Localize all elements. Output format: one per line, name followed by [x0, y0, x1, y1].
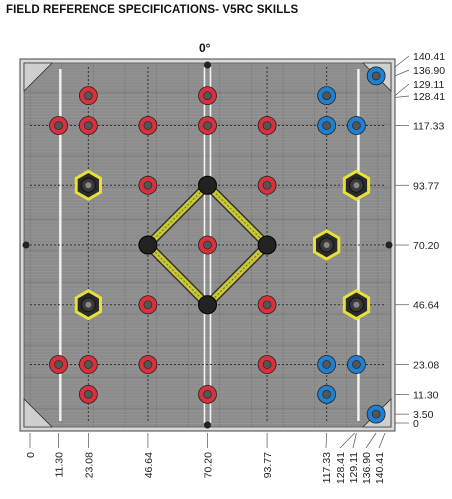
- blue-ring-icon-hole: [371, 71, 381, 81]
- red-ring-icon-hole: [203, 121, 212, 130]
- blue-ring-icon-hole: [371, 409, 381, 419]
- x-dimension-label: 70.20: [202, 452, 214, 478]
- red-ring-icon-hole: [262, 121, 272, 130]
- dimension-tick: [394, 95, 410, 98]
- blue-ring-icon-hole: [322, 91, 331, 100]
- x-dimension-label: 136.90: [361, 452, 373, 484]
- x-dimension-label: 23.08: [83, 452, 95, 478]
- wall-stake-icon: [203, 421, 211, 429]
- red-ring-icon-hole: [84, 360, 93, 369]
- wall-stake-icon: [203, 61, 211, 69]
- red-ring-icon-hole: [143, 300, 153, 310]
- blue-ring-icon-hole: [352, 360, 361, 369]
- ladder-post-icon: [138, 235, 158, 255]
- red-ring-icon-hole: [84, 91, 93, 100]
- x-dimension-label: 140.41: [374, 452, 386, 484]
- red-ring-icon-hole: [203, 91, 212, 100]
- x-dimension-label: 117.33: [321, 452, 333, 483]
- y-dimension-label: 23.08: [413, 359, 439, 371]
- y-dimension-label: 93.77: [413, 180, 439, 192]
- red-ring-icon-hole: [203, 390, 212, 399]
- page-title: FIELD REFERENCE SPECIFICATIONS- V5RC SKI…: [6, 4, 299, 16]
- dimension-tick: [394, 83, 410, 96]
- dimension-tick: [352, 432, 357, 449]
- y-dimension-label: 46.64: [413, 300, 439, 312]
- x-dimension-label: 0: [25, 452, 37, 458]
- red-ring-icon-hole: [54, 121, 63, 130]
- x-dimension-label: 46.64: [143, 452, 155, 478]
- orientation-label: 0°: [199, 41, 211, 55]
- red-ring-icon-hole: [54, 360, 63, 369]
- rings: [49, 66, 386, 424]
- blue-ring-icon-hole: [322, 121, 331, 130]
- ladder: [138, 175, 277, 315]
- x-dimension-label: 129.11: [348, 452, 360, 483]
- red-ring-icon-hole: [143, 180, 153, 190]
- red-ring-icon-hole: [84, 121, 93, 130]
- red-ring-icon-hole: [143, 360, 153, 369]
- mobile-goals: [74, 169, 371, 321]
- y-dimension-label: 129.11: [413, 79, 444, 91]
- mobile-goal-stake-icon: [85, 182, 92, 189]
- wall-stake-icon: [22, 241, 30, 249]
- dimension-tick: [339, 432, 355, 449]
- y-dimension-label: 3.50: [413, 409, 434, 421]
- wall-stake-icon: [385, 241, 393, 249]
- y-dimension-label: 0: [413, 418, 419, 430]
- mobile-goal-stake-icon: [85, 301, 92, 308]
- dimension-lines: 140.41136.90129.11128.41117.3393.7770.20…: [25, 51, 445, 484]
- y-dimension-label: 140.41: [413, 51, 445, 63]
- dimension-tick: [365, 432, 377, 449]
- dimension-tick: [378, 432, 386, 449]
- ladder-rung: [205, 242, 270, 307]
- x-dimension-label: 128.41: [335, 452, 347, 484]
- ladder-post-icon: [257, 235, 277, 255]
- y-dimension-label: 11.30: [413, 389, 439, 401]
- dimension-tick: [325, 432, 327, 449]
- ladder-rung: [145, 183, 210, 248]
- dimension-tick: [394, 55, 410, 68]
- red-ring-icon-hole: [262, 180, 272, 190]
- blue-ring-icon-hole: [322, 360, 331, 369]
- blue-ring-icon-hole: [322, 390, 331, 399]
- dimension-tick: [394, 69, 410, 77]
- red-ring-icon-hole: [262, 300, 272, 310]
- x-dimension-label: 11.30: [54, 452, 66, 478]
- ladder-post-icon: [197, 175, 217, 195]
- mobile-goal-stake-icon: [323, 242, 330, 249]
- y-dimension-label: 136.90: [413, 65, 445, 77]
- ladder-post-icon: [197, 295, 217, 315]
- red-ring-icon-hole: [84, 390, 93, 399]
- red-ring-icon-hole: [143, 121, 153, 130]
- y-dimension-label: 117.33: [413, 121, 444, 133]
- x-dimension-label: 93.77: [262, 452, 274, 478]
- y-dimension-label: 70.20: [413, 240, 439, 252]
- mobile-goal-stake-icon: [353, 301, 360, 308]
- ladder-rung: [145, 242, 210, 307]
- ladder-rung: [205, 183, 270, 248]
- mobile-goal-stake-icon: [353, 182, 360, 189]
- corner-wall: [23, 398, 53, 428]
- blue-ring-icon-hole: [352, 121, 361, 130]
- corner-wall: [23, 62, 53, 92]
- red-ring-icon-hole: [262, 360, 272, 369]
- red-ring-icon-hole: [203, 240, 212, 250]
- y-dimension-label: 128.41: [413, 91, 445, 103]
